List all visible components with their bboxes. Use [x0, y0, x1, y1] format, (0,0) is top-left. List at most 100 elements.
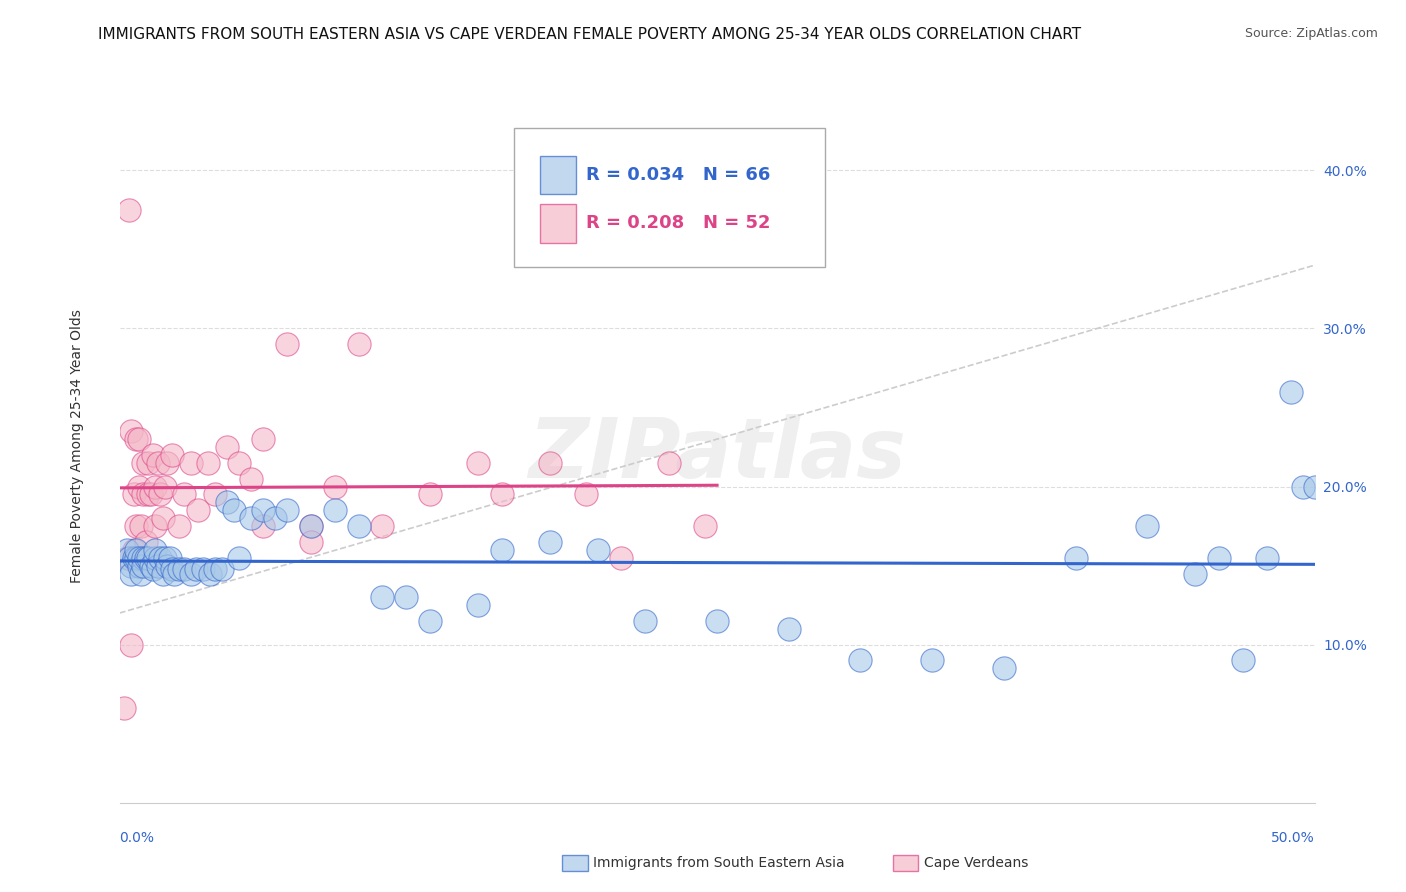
Point	[128, 479, 150, 493]
Point	[538, 456, 561, 470]
Point	[228, 550, 250, 565]
Point	[125, 542, 148, 557]
Point	[921, 653, 943, 667]
Point	[125, 550, 148, 565]
Point	[159, 550, 181, 565]
Point	[299, 534, 322, 549]
Point	[163, 566, 186, 581]
Point	[217, 440, 239, 454]
Point	[1136, 519, 1159, 533]
Point	[1232, 653, 1254, 667]
Point	[1279, 384, 1302, 399]
Point	[132, 487, 155, 501]
Point	[180, 566, 202, 581]
Point	[239, 472, 263, 486]
Point	[1208, 550, 1230, 565]
Point	[135, 550, 157, 565]
Point	[160, 562, 183, 576]
Point	[323, 479, 346, 493]
Point	[142, 448, 165, 462]
Point	[634, 614, 657, 628]
Text: Female Poverty Among 25-34 Year Olds: Female Poverty Among 25-34 Year Olds	[70, 309, 84, 583]
Point	[575, 487, 598, 501]
Text: Source: ZipAtlas.com: Source: ZipAtlas.com	[1244, 27, 1378, 40]
Point	[121, 424, 143, 438]
Point	[538, 534, 561, 549]
Point	[211, 562, 233, 576]
Point	[1303, 479, 1326, 493]
Point	[142, 562, 165, 576]
Point	[125, 519, 148, 533]
Point	[706, 614, 728, 628]
Point	[132, 456, 155, 470]
Point	[224, 503, 246, 517]
Point	[276, 503, 298, 517]
Point	[347, 519, 370, 533]
Point	[191, 562, 215, 576]
Point	[658, 456, 681, 470]
Point	[467, 456, 489, 470]
Point	[173, 562, 195, 576]
Text: R = 0.034   N = 66: R = 0.034 N = 66	[586, 166, 770, 184]
Point	[252, 503, 274, 517]
Point	[118, 550, 141, 565]
Point	[252, 432, 274, 446]
Point	[153, 550, 176, 565]
Point	[122, 487, 145, 501]
Point	[139, 558, 162, 573]
Point	[132, 558, 155, 573]
Point	[156, 456, 179, 470]
Point	[276, 337, 298, 351]
Point	[180, 456, 202, 470]
Point	[152, 511, 174, 525]
Point	[122, 550, 145, 565]
Point	[204, 562, 226, 576]
Point	[156, 558, 179, 573]
Point	[128, 432, 150, 446]
Point	[299, 519, 322, 533]
Point	[187, 503, 209, 517]
Point	[153, 479, 176, 493]
Point	[128, 558, 150, 573]
Point	[132, 550, 155, 565]
Point	[239, 511, 263, 525]
Point	[145, 479, 166, 493]
Point	[121, 558, 143, 573]
Bar	[540, 204, 576, 243]
Point	[491, 542, 513, 557]
Point	[778, 622, 800, 636]
Point	[467, 598, 489, 612]
Point	[371, 519, 394, 533]
Text: Cape Verdeans: Cape Verdeans	[924, 855, 1028, 870]
FancyBboxPatch shape	[515, 128, 825, 267]
Point	[217, 495, 239, 509]
Point	[149, 550, 172, 565]
Point	[145, 542, 166, 557]
Point	[139, 487, 162, 501]
Point	[184, 562, 207, 576]
Point	[122, 542, 145, 557]
Point	[586, 542, 609, 557]
Point	[136, 550, 159, 565]
Point	[1256, 550, 1278, 565]
Point	[993, 661, 1015, 675]
Point	[169, 562, 191, 576]
Point	[152, 566, 174, 581]
Text: 50.0%: 50.0%	[1271, 830, 1315, 845]
Point	[299, 519, 322, 533]
Point	[145, 550, 166, 565]
Point	[136, 456, 159, 470]
Point	[1292, 479, 1315, 493]
Point	[419, 487, 441, 501]
Point	[323, 503, 346, 517]
Point	[149, 487, 172, 501]
Point	[136, 487, 159, 501]
Point	[125, 432, 148, 446]
Point	[145, 519, 166, 533]
Point	[121, 638, 143, 652]
Point	[121, 566, 143, 581]
Point	[135, 534, 157, 549]
Point	[173, 487, 195, 501]
Point	[146, 456, 169, 470]
Point	[610, 550, 633, 565]
